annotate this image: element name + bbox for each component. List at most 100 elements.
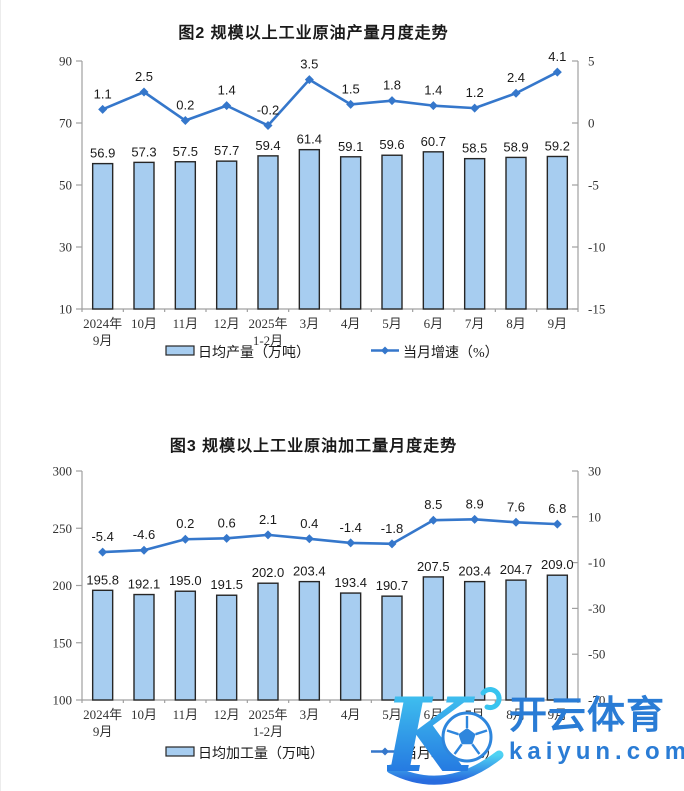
chart-1: 100 150 200 250 300 -70 -50 -30 -10 10 30 195.8 192.… xyxy=(53,464,606,763)
bar-value-label: 209.0 xyxy=(541,557,574,572)
bar xyxy=(133,593,155,701)
right-axis-tick-label: 30 xyxy=(588,464,601,479)
bar xyxy=(257,582,279,701)
x-category-label: 6月 xyxy=(424,707,444,722)
line-marker xyxy=(263,530,273,540)
line-marker xyxy=(511,88,521,98)
x-category-label: 6月 xyxy=(424,316,444,331)
line-marker xyxy=(139,545,149,555)
x-category-label: 5月 xyxy=(382,316,402,331)
bar-value-label: 57.3 xyxy=(131,144,156,159)
bar-value-label: 195.8 xyxy=(86,572,119,587)
line-value-label: 8.9 xyxy=(466,496,484,511)
line-marker xyxy=(470,103,480,113)
line-value-label: 1.2 xyxy=(466,85,484,100)
line-value-label: -5.4 xyxy=(91,529,113,544)
line-value-label: 0.4 xyxy=(300,516,318,531)
x-category-label: 2024年 9月 xyxy=(83,707,122,739)
growth-line xyxy=(102,71,558,127)
line-value-label: 1.4 xyxy=(218,83,236,98)
bar xyxy=(546,155,569,310)
bar-value-label: 59.6 xyxy=(379,137,404,152)
bar xyxy=(298,148,321,310)
bar xyxy=(381,154,403,310)
logo-swirl xyxy=(480,687,502,711)
bar xyxy=(422,576,445,701)
soccer-ball-icon xyxy=(441,711,493,763)
line-value-label: 8.5 xyxy=(424,497,442,512)
bar-value-label: 59.2 xyxy=(545,138,570,153)
legend-bar-swatch xyxy=(165,746,195,757)
bar-value-label: 60.7 xyxy=(421,134,446,149)
bar xyxy=(422,151,445,310)
line-marker xyxy=(552,519,562,529)
x-category-label: 7月 xyxy=(465,316,485,331)
bar xyxy=(91,589,114,701)
bar xyxy=(381,595,403,701)
left-axis-tick-label: 70 xyxy=(59,116,72,131)
line-value-label: 1.4 xyxy=(424,83,442,98)
bar-value-label: 57.5 xyxy=(173,144,198,159)
right-axis-tick-label: -10 xyxy=(588,555,605,570)
left-axis-tick-label: 10 xyxy=(59,302,72,317)
x-category-label: 12月 xyxy=(214,707,240,722)
bar xyxy=(505,156,527,310)
bar xyxy=(133,161,155,310)
line-marker xyxy=(346,538,356,548)
x-category-label: 2025年 1-2月 xyxy=(248,316,287,348)
x-category-label: 8月 xyxy=(506,707,526,722)
legend-bar-label: 日均加工量（万吨） xyxy=(198,746,324,762)
bar xyxy=(339,592,362,701)
figure3-title: 图3 规模以上工业原油加工量月度走势 xyxy=(169,438,458,455)
line-marker xyxy=(304,534,314,544)
right-axis-tick-label: -50 xyxy=(588,647,605,662)
kaiyun-watermark[interactable]: K 开云体育 kaiyun.com xyxy=(387,683,684,789)
line-marker xyxy=(222,101,232,111)
line-value-label: 2.1 xyxy=(259,512,277,527)
line-marker xyxy=(180,116,190,126)
bar-value-label: 58.5 xyxy=(462,141,487,156)
line-marker xyxy=(222,533,232,543)
x-category-label: 11月 xyxy=(173,316,199,331)
legend-bar-label: 日均产量（万吨） xyxy=(198,345,310,361)
bar-value-label: 192.1 xyxy=(128,577,161,592)
bar xyxy=(546,574,569,701)
x-category-label: 3月 xyxy=(300,316,320,331)
bar xyxy=(215,160,238,310)
line-value-label: 7.6 xyxy=(507,499,525,514)
left-axis-tick-label: 90 xyxy=(59,54,72,69)
bar-value-label: 57.7 xyxy=(214,143,239,158)
line-marker xyxy=(139,87,149,97)
bar-value-label: 59.1 xyxy=(338,139,363,154)
line-value-label: -1.4 xyxy=(339,520,361,535)
line-marker xyxy=(552,67,562,77)
line-marker xyxy=(180,534,190,544)
bar-value-label: 56.9 xyxy=(90,146,115,161)
line-marker xyxy=(263,120,273,130)
line-value-label: -0.2 xyxy=(257,102,279,117)
legend-bar-swatch xyxy=(165,345,195,356)
bar-value-label: 203.4 xyxy=(293,564,326,579)
bar xyxy=(463,580,486,701)
logo-swoosh xyxy=(387,750,504,785)
left-axis-tick-label: 300 xyxy=(53,464,73,479)
kaiyun-logo-k-icon: K xyxy=(387,683,504,787)
line-marker xyxy=(387,539,397,549)
x-category-label: 2024年 9月 xyxy=(83,316,122,348)
chart-0: 10 30 50 70 90 -15 -10 -5 0 5 56.9 57.3 57.5 57.7 59.4… xyxy=(59,49,605,361)
x-category-label: 12月 xyxy=(214,316,240,331)
left-axis-tick-label: 150 xyxy=(53,635,73,650)
left-axis-tick-label: 250 xyxy=(53,521,73,536)
bar xyxy=(174,590,197,701)
bar xyxy=(257,155,279,310)
right-axis-tick-label: 0 xyxy=(588,116,595,131)
bar-value-label: 193.4 xyxy=(334,575,367,590)
x-category-label: 8月 xyxy=(506,316,526,331)
line-marker xyxy=(98,547,108,557)
bar-value-label: 204.7 xyxy=(500,562,533,577)
line-value-label: 4.1 xyxy=(548,49,566,64)
left-axis-tick-label: 30 xyxy=(59,240,72,255)
x-category-label: 4月 xyxy=(341,707,361,722)
left-axis-tick-label: 50 xyxy=(59,178,72,193)
x-category-label: 2025年 1-2月 xyxy=(248,707,287,739)
